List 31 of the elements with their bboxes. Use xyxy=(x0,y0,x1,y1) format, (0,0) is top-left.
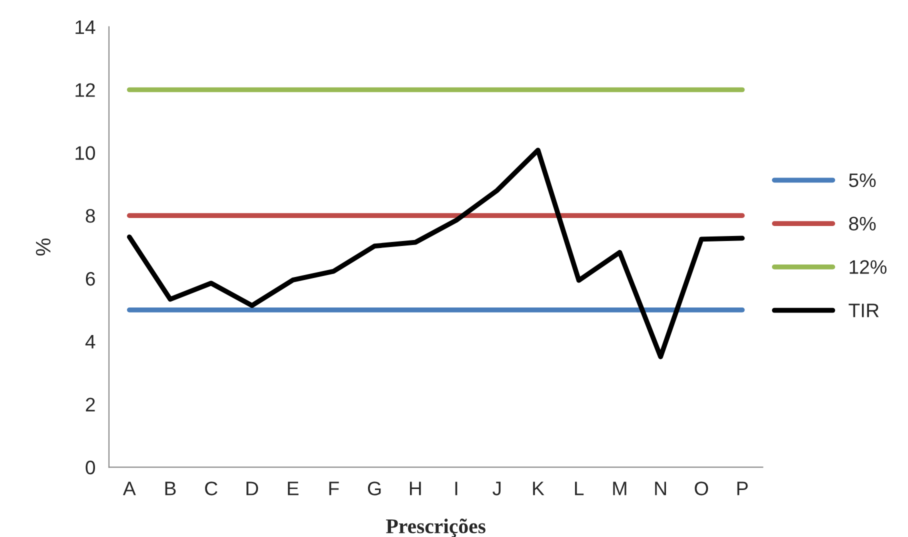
y-tick-label: 4 xyxy=(85,335,96,348)
legend-label: 8% xyxy=(849,216,876,231)
x-tick-label: C xyxy=(205,482,218,496)
legend-label: 5% xyxy=(849,173,876,188)
x-tick-label: D xyxy=(246,482,258,496)
x-tick-label: J xyxy=(492,482,501,496)
x-tick-label: B xyxy=(165,482,176,496)
y-tick-label: 8 xyxy=(86,209,95,223)
x-tick-label: O xyxy=(694,482,708,496)
x-tick-label: E xyxy=(288,482,298,496)
y-tick-label: 14 xyxy=(76,20,96,34)
x-tick-label: G xyxy=(368,482,381,496)
x-axis-title: Prescrições xyxy=(386,518,486,537)
x-tick-label: A xyxy=(122,482,136,496)
x-tick-label: H xyxy=(410,482,421,496)
x-tick-label: N xyxy=(655,482,666,496)
legend-label: TIR xyxy=(848,304,879,318)
x-tick-label: P xyxy=(737,482,748,496)
x-tick-label: I xyxy=(455,482,458,496)
x-tick-label: F xyxy=(329,482,339,496)
legend-label: 12% xyxy=(850,260,886,274)
y-axis-title: % xyxy=(36,238,50,256)
y-tick-label: 2 xyxy=(86,398,95,412)
y-tick-label: 10 xyxy=(76,146,96,160)
line-series xyxy=(126,148,745,360)
y-tick-label: 0 xyxy=(86,460,96,474)
x-tick-label: L xyxy=(575,482,584,496)
y-tick-label: 6 xyxy=(86,272,95,286)
y-tick-label: 12 xyxy=(76,83,95,97)
x-tick-label: K xyxy=(533,482,544,496)
x-tick-label: M xyxy=(613,482,626,496)
